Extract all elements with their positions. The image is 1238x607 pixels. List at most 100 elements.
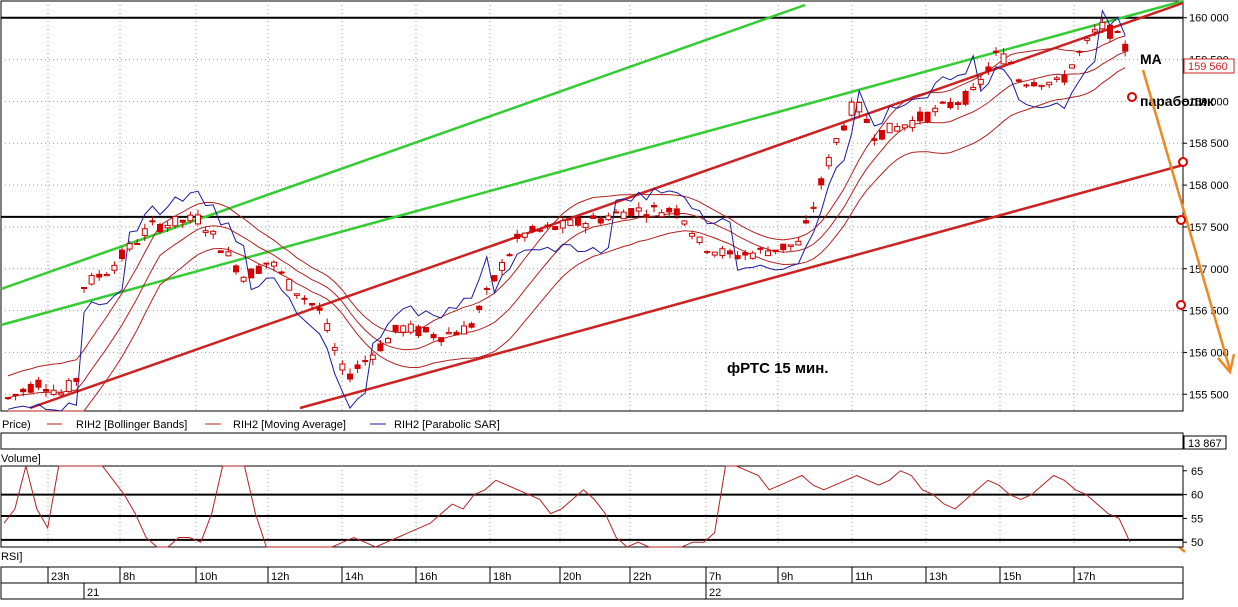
forecast-arrow-main <box>1141 69 1232 371</box>
price-tick-label: 156 500 <box>1189 306 1229 318</box>
candle-body <box>468 323 475 328</box>
time-tick-label: 7h <box>709 571 721 583</box>
time-tick-label: 10h <box>199 571 217 583</box>
candle-body <box>324 323 331 331</box>
candle-body <box>347 373 353 380</box>
candle-body <box>924 111 931 122</box>
candle-body <box>179 219 186 223</box>
candle-body <box>719 248 726 257</box>
time-tick-label: 14h <box>345 571 363 583</box>
green-channel-line <box>0 3 806 291</box>
volume-panel[interactable] <box>0 432 1184 450</box>
rsi-tick-label: 50 <box>1191 537 1203 549</box>
candle-body <box>1084 37 1091 41</box>
candle-body <box>620 211 627 220</box>
candle-body <box>491 275 498 282</box>
candle-body <box>453 331 460 336</box>
day-ticks: 21 22 <box>83 583 721 599</box>
candle-body <box>734 255 741 259</box>
candle-body <box>141 228 148 236</box>
rsi-panel[interactable] <box>0 465 1184 548</box>
candle-body <box>263 262 270 265</box>
candle-body <box>233 265 239 273</box>
candle-body <box>643 214 650 218</box>
price-tick-label: 157 500 <box>1189 222 1229 234</box>
candle-body <box>962 91 969 105</box>
candle-body <box>552 225 559 230</box>
candle-body <box>628 208 635 217</box>
candle-body <box>331 347 338 351</box>
candle-body <box>202 230 209 233</box>
moving-average-line <box>7 51 1126 399</box>
candle-body <box>901 124 908 129</box>
candle-body <box>749 252 756 259</box>
candle-body <box>833 138 840 143</box>
candle-body <box>856 101 863 113</box>
candle-body <box>217 250 224 254</box>
candle-body <box>445 332 452 335</box>
candle-body <box>172 216 179 227</box>
candle-body <box>248 268 255 279</box>
time-tick-label: 13h <box>929 571 947 583</box>
candle-body <box>483 288 490 291</box>
candle-body <box>430 334 437 339</box>
candle-body <box>1099 21 1106 30</box>
candle-body <box>286 278 293 291</box>
candle-body <box>582 223 589 229</box>
red-channel-line <box>299 163 1184 410</box>
candle-body <box>772 249 779 253</box>
candle-body <box>1008 61 1015 64</box>
candle-body <box>1053 77 1060 80</box>
price-tick-label: 155 500 <box>1189 389 1229 401</box>
candle-body <box>765 250 771 257</box>
candle-body <box>195 214 201 225</box>
candle-body <box>1061 75 1068 83</box>
chart-annotation: фРТС 15 мин. <box>727 360 829 377</box>
candle-body <box>461 325 467 335</box>
candle-body <box>787 244 794 247</box>
candle-body <box>58 392 65 396</box>
candle-body <box>810 206 817 209</box>
candle-body <box>255 265 262 274</box>
candle-body <box>81 286 87 289</box>
candle-body <box>415 326 422 336</box>
candle-body <box>955 102 961 106</box>
time-tick-label: 23h <box>51 571 69 583</box>
candle-body <box>377 343 384 352</box>
bollinger-lower-line <box>8 67 1126 412</box>
candle-body <box>848 101 855 116</box>
candle-body <box>1015 79 1022 82</box>
candle-body <box>521 232 528 238</box>
candle-body <box>742 252 749 256</box>
legend-bollinger: RIH2 [Bollinger Bands] <box>76 419 187 431</box>
candle-body <box>871 138 878 141</box>
candle-body <box>149 220 156 223</box>
candle-body <box>689 233 695 237</box>
time-tick-label: 16h <box>419 571 437 583</box>
time-tick-label: 22h <box>633 571 651 583</box>
candle-body <box>225 251 232 257</box>
candle-body <box>438 337 445 343</box>
candle-body <box>879 129 885 140</box>
candle-body <box>590 215 597 219</box>
candle-body <box>1023 84 1030 87</box>
time-tick-label: 8h <box>123 571 135 583</box>
time-tick-label: 9h <box>781 571 793 583</box>
candle-body <box>613 211 619 214</box>
legend-price: Price) <box>2 419 31 431</box>
rsi-line <box>3 465 1131 548</box>
legend-sar: RIH2 [Parabolic SAR] <box>394 419 500 431</box>
price-tick-label: 156 000 <box>1189 347 1229 359</box>
candle-body <box>863 118 870 124</box>
rsi-tick-label: 65 <box>1191 466 1203 478</box>
rsi-tick-label: 60 <box>1191 490 1203 502</box>
price-tick-label: 160 000 <box>1189 13 1229 25</box>
candle-body <box>1076 50 1083 53</box>
candle-body <box>20 388 27 393</box>
candle-body <box>544 224 551 227</box>
candle-body <box>727 250 733 255</box>
candle-body <box>50 389 57 396</box>
green-channel-line <box>0 0 1184 327</box>
candle-body <box>301 297 308 300</box>
volume-title: Volume] <box>1 453 41 465</box>
